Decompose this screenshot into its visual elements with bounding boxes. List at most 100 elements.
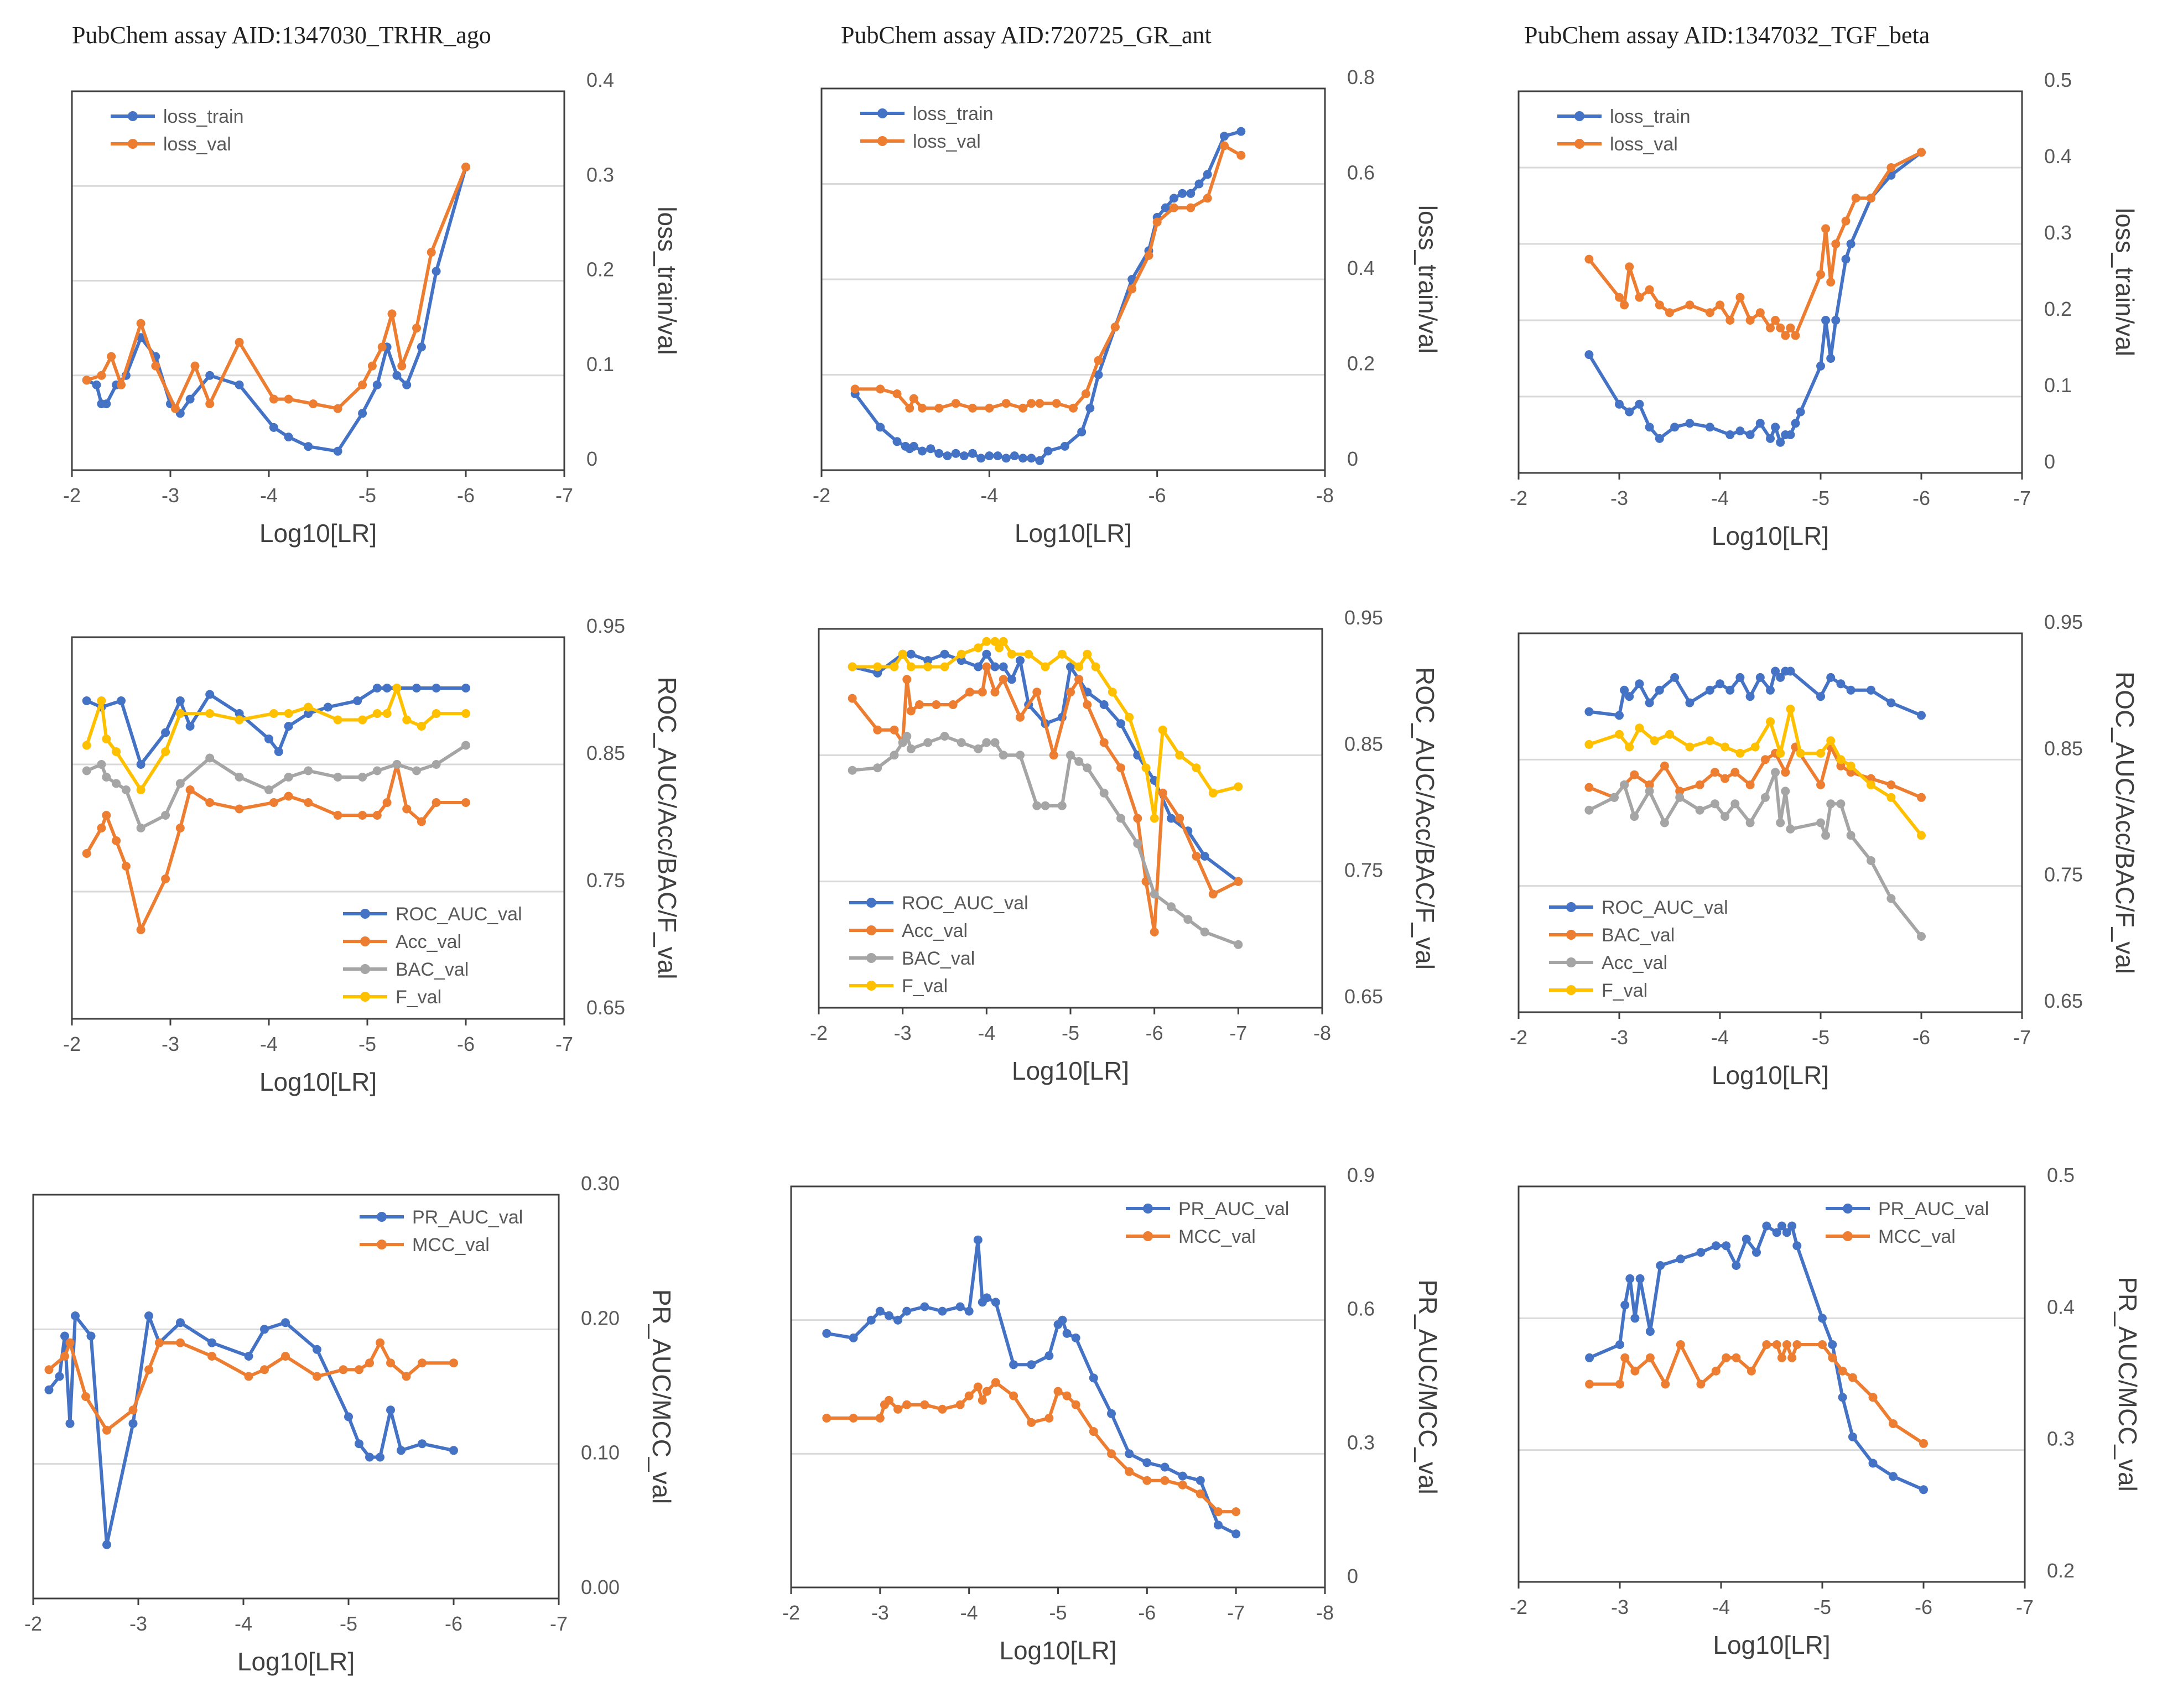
chart-7-series-mcc-val-point — [376, 1338, 384, 1347]
chart-8-series-pr-auc-val-point — [884, 1311, 893, 1320]
chart-5-legend-marker — [866, 953, 876, 963]
chart-4-legend-label: Acc_val — [396, 931, 461, 952]
chart-7-series-mcc-val-point — [244, 1372, 253, 1381]
chart-3-y-axis-label: loss_train/val — [2111, 208, 2139, 356]
chart-2-series-loss-train-point — [1035, 456, 1044, 465]
chart-2-series-loss-train-point — [892, 437, 902, 446]
chart-5-legend-label: BAC_val — [902, 948, 975, 969]
chart-4-series-bac-val-point — [235, 773, 244, 782]
chart-4-series-f-val-point — [97, 696, 106, 705]
chart-4-series-bac-val-point — [372, 766, 382, 775]
chart-9-series-mcc-val-point — [1722, 1353, 1731, 1362]
chart-1-series-loss-val-point — [427, 248, 436, 257]
chart-1-series-loss-val-point — [235, 337, 244, 347]
chart-6-x-tick-label: -2 — [1510, 1026, 1527, 1049]
chart-9-x-axis-label: Log10[LR] — [1713, 1631, 1830, 1659]
chart-7-series-mcc-val-point — [176, 1338, 185, 1347]
chart-4-series-acc-val-point — [461, 798, 470, 807]
chart-1-series-loss-val-point — [367, 361, 377, 371]
chart-4-series-roc-auc-val-point — [382, 684, 392, 692]
chart-2-y-tick-label: 0.2 — [1347, 352, 1375, 375]
chart-3-series-loss-train-point — [1846, 239, 1855, 248]
chart-3-series-loss-train-point — [1745, 430, 1755, 439]
chart-5-series-acc-val-point — [906, 706, 916, 716]
chart-6-series-roc-auc-val-point — [1846, 685, 1855, 695]
chart-6-series-roc-auc-val-point — [1771, 666, 1780, 676]
chart-7-legend-marker — [377, 1212, 387, 1222]
chart-8-x-tick-label: -2 — [782, 1601, 800, 1624]
chart-1-series-loss-val-point — [107, 352, 116, 361]
chart-5-series-roc-auc-val-point — [999, 662, 1008, 671]
chart-6-y-axis-label: ROC_AUC/Acc/BAC/F_val — [2111, 671, 2139, 974]
chart-6-series-bac-val-point — [1745, 780, 1755, 789]
chart-1-series-loss-val-point — [269, 394, 278, 404]
chart-6-series-acc-val-point — [1645, 787, 1654, 796]
chart-4-series-roc-auc-val-point — [205, 690, 215, 699]
chart-5-series-f-val-point — [1057, 649, 1067, 659]
chart-3-series-loss-train-point — [1766, 434, 1775, 443]
chart-9-series-mcc-val-point — [1630, 1366, 1640, 1376]
chart-2-series-loss-val-point — [905, 403, 914, 413]
chart-1-series-loss-val-point — [461, 163, 470, 171]
chart-2-series-loss-train-point — [926, 444, 935, 454]
chart-7-legend: PR_AUC_val MCC_val — [360, 1207, 523, 1256]
chart-4-series-f-val-point — [136, 785, 145, 794]
chart-2-series-loss-train-point — [1186, 189, 1196, 198]
chart-4-legend: ROC_AUC_val Acc_val BAC_val F_val — [343, 904, 522, 1008]
chart-4-y-tick-label: 0.65 — [586, 996, 625, 1019]
chart-5-y-tick-label: 0.85 — [1344, 732, 1383, 755]
chart-4-series-f-val-point — [333, 715, 342, 725]
chart-8-series-pr-auc-val-point — [964, 1306, 974, 1316]
chart-8-series-pr-auc-val-point — [1058, 1315, 1067, 1325]
chart-6-series-acc-val-point — [1886, 894, 1896, 903]
chart-6-series-acc-val-point — [1760, 793, 1770, 802]
chart-5-series-bac-val-point — [902, 732, 912, 741]
chart-5-series-acc-val-point — [1074, 675, 1084, 684]
chart-6-series-f-val-point — [1635, 723, 1644, 733]
chart-5-series-roc-auc-val-point — [1007, 675, 1016, 684]
chart-7-series-pr-auc-val-point — [207, 1338, 216, 1347]
chart-9-plot-frame — [1517, 1185, 2026, 1583]
chart-3-series-loss-val-point — [1584, 254, 1594, 264]
chart-3-x-tick-label: -3 — [1610, 487, 1628, 509]
chart-5-series-roc-auc-val-point — [940, 649, 949, 659]
chart-6-series-roc-auc-val-point — [1670, 673, 1680, 682]
chart-3-series-loss-val-point — [1685, 300, 1695, 310]
chart-1-series-loss-train-point — [402, 380, 412, 389]
chart-5-series-f-val — [848, 637, 1243, 823]
chart-4-series-bac-val-point — [175, 779, 185, 788]
chart-4-series-f-val-point — [205, 709, 215, 718]
chart-4-series-acc-val-point — [175, 824, 185, 832]
chart-5-series-f-val-point — [1125, 712, 1134, 722]
chart-5-series-f-val-point — [1108, 688, 1117, 697]
chart-5-series-f-val-point — [995, 643, 1004, 653]
chart-8-series-pr-auc-val — [822, 1235, 1241, 1539]
chart-5-series-bac-val — [848, 732, 1243, 949]
chart-2-y-axis-label: loss_train/val — [1413, 205, 1442, 353]
chart-4-plot-frame — [71, 636, 565, 1020]
chart-3-x-tick-label: -2 — [1510, 487, 1527, 509]
chart-1-series-loss-val-point — [284, 394, 293, 404]
chart-4-y-tick-label: 0.85 — [586, 742, 625, 764]
chart-5-series-f-val-point — [923, 662, 933, 671]
chart-6-series-f-val-point — [1867, 780, 1875, 789]
chart-6-series-acc-val-point — [1821, 831, 1831, 840]
chart-2-series-loss-train-point — [1085, 403, 1095, 413]
chart-7-series-mcc-val-point — [207, 1352, 216, 1361]
chart-5-y-tick-label: 0.95 — [1344, 606, 1383, 629]
chart-6-series-roc-auc-val-point — [1816, 692, 1825, 701]
chart-3-y-tick-label: 0.3 — [2044, 221, 2072, 244]
chart-7-y-tick-label: 0.10 — [581, 1441, 620, 1464]
chart-8-series-pr-auc-val-point — [902, 1306, 912, 1316]
chart-9-series-pr-auc-val-point — [1630, 1314, 1640, 1323]
chart-4-x-tick-label: -3 — [162, 1033, 179, 1055]
chart-4-y-axis-label: ROC_AUC/Acc/BAC/F_val — [653, 676, 682, 979]
chart-5-series-bac-val-point — [890, 751, 899, 760]
chart-4-series-roc-auc-val-point — [82, 696, 91, 705]
chart-3-x-tick-label: -5 — [1812, 487, 1829, 509]
chart-6-series-roc-auc-val-point — [1735, 673, 1745, 682]
chart-4-series-bac-val-point — [82, 766, 91, 775]
chart-6-y-tick-label: 0.85 — [2044, 737, 2083, 759]
chart-4-series-f-val-point — [417, 722, 426, 731]
chart-5-series-bac-val-line — [850, 735, 1240, 946]
